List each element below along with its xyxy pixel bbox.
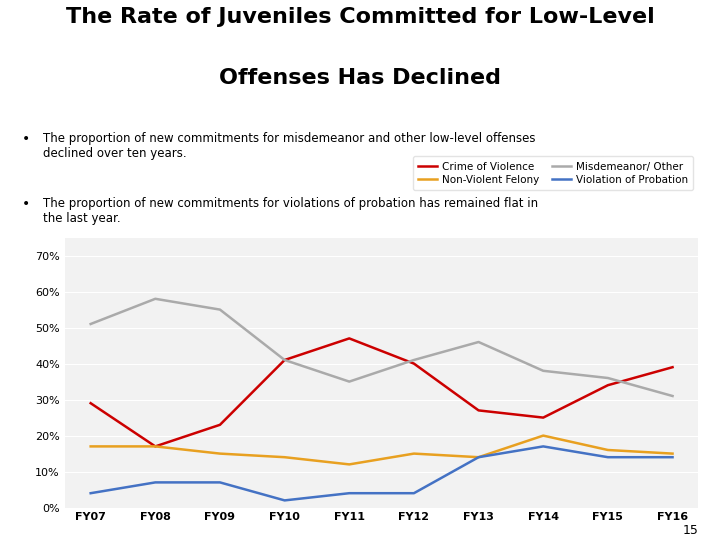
- Text: The Rate of Juveniles Committed for Low-Level: The Rate of Juveniles Committed for Low-…: [66, 7, 654, 27]
- Text: The proportion of new commitments for violations of probation has remained flat : The proportion of new commitments for vi…: [43, 197, 539, 225]
- Text: The proportion of new commitments for misdemeanor and other low-level offenses
d: The proportion of new commitments for mi…: [43, 132, 536, 159]
- Text: 15: 15: [683, 524, 698, 537]
- Text: •: •: [22, 132, 30, 146]
- Legend: Crime of Violence, Non-Violent Felony, Misdemeanor/ Other, Violation of Probatio: Crime of Violence, Non-Violent Felony, M…: [413, 157, 693, 190]
- Text: Offenses Has Declined: Offenses Has Declined: [219, 68, 501, 88]
- Text: •: •: [22, 197, 30, 211]
